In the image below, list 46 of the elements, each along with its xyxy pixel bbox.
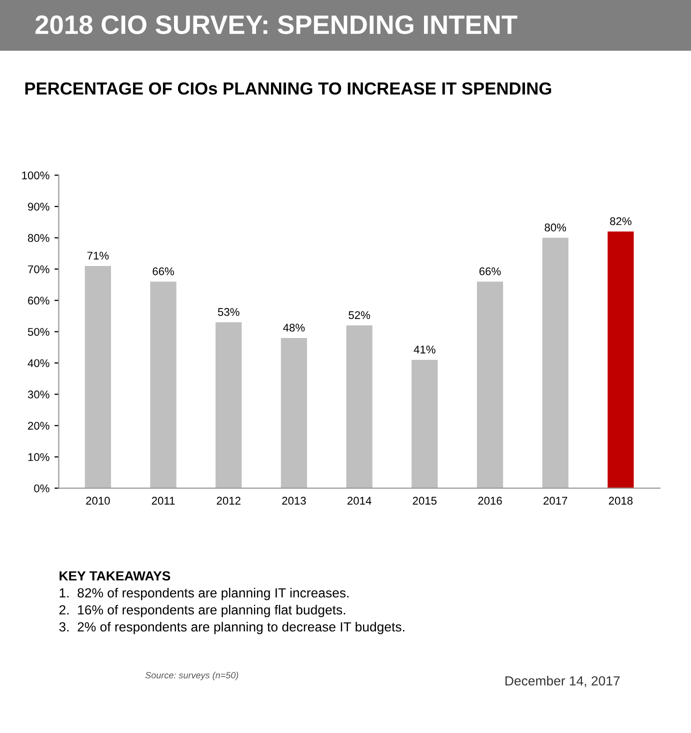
bar xyxy=(150,282,176,488)
data-label: 66% xyxy=(479,267,501,276)
text: December 14, 2017 xyxy=(506,676,620,688)
data-label: 53% xyxy=(218,308,240,316)
text: 1. 82% of respondents are planning IT increases. xyxy=(60,588,348,600)
chart-title: 2018 CIO SURVEY: SPENDING INTENT xyxy=(35,15,518,34)
bar xyxy=(346,325,372,488)
text: 2. 16% of respondents are planning flat budgets. xyxy=(59,604,346,618)
text: 3. 2% of respondents are planning to decrease IT budgets. xyxy=(59,622,404,634)
data-label: 66% xyxy=(152,267,174,276)
y-tick-label: 10% xyxy=(28,453,50,462)
y-tick-label: 40% xyxy=(28,359,50,368)
x-tick-label: 2017 xyxy=(544,496,568,505)
x-tick-label: 2012 xyxy=(216,496,240,505)
y-tick-label: 50% xyxy=(28,328,50,336)
data-label: 82% xyxy=(610,217,632,226)
x-tick-label: 2011 xyxy=(152,496,175,505)
chart-subtitle: PERCENTAGE OF CIOs PLANNING TO INCREASE IT SPENDING xyxy=(25,82,552,95)
bar xyxy=(476,282,504,488)
source-note: Source: surveys (n=50) xyxy=(145,672,238,680)
bar xyxy=(216,322,242,488)
y-tick-label: 100% xyxy=(22,171,50,180)
y-tick-label: 80% xyxy=(28,234,50,242)
x-tick-label: 2014 xyxy=(348,496,372,505)
x-tick-label: 2018 xyxy=(608,496,633,505)
text: KEY TAKEAWAYS xyxy=(60,571,170,581)
y-tick-label: 60% xyxy=(28,296,50,305)
y-tick-label: 90% xyxy=(28,202,50,211)
data-label: 71% xyxy=(87,252,109,260)
y-tick-label: 70% xyxy=(28,265,50,274)
y-tick-label: 20% xyxy=(28,422,50,430)
data-label: 80% xyxy=(544,224,566,232)
x-tick-label: 2013 xyxy=(282,496,306,505)
bar xyxy=(608,232,634,488)
data-label: 52% xyxy=(348,311,370,320)
x-tick-label: 2015 xyxy=(412,496,437,505)
x-tick-label: 2016 xyxy=(478,496,502,505)
bar xyxy=(412,360,438,488)
data-label: 41% xyxy=(414,346,436,354)
bar xyxy=(280,338,308,488)
y-tick-label: 0% xyxy=(34,484,50,492)
y-tick-label: 30% xyxy=(28,390,50,398)
x-tick-label: 2010 xyxy=(86,496,110,505)
data-label: 48% xyxy=(283,324,305,332)
bar xyxy=(542,238,568,488)
bar xyxy=(84,266,112,488)
